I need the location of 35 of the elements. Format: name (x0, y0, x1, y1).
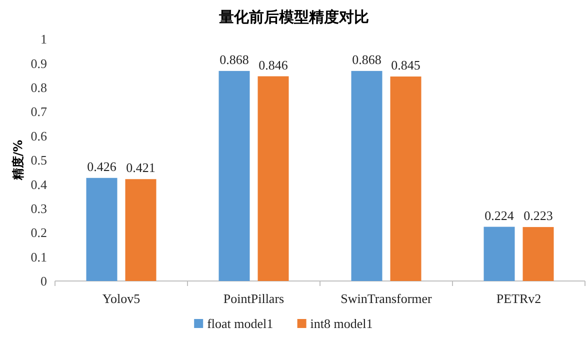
y-tick-label: 0.5 (30, 152, 47, 168)
y-tick-label: 1 (40, 32, 47, 47)
x-tick-label: PointPillars (223, 291, 284, 306)
y-axis-title: 精度/% (11, 140, 25, 182)
bar (125, 179, 156, 281)
legend-label: float model1 (207, 316, 274, 331)
data-label: 0.868 (220, 52, 249, 67)
y-tick-label: 0.1 (30, 249, 47, 264)
y-tick-label: 0.3 (30, 200, 47, 216)
y-tick-label: 0.2 (30, 225, 47, 240)
data-label: 0.868 (352, 52, 382, 67)
x-tick-label: Yolov5 (102, 291, 140, 306)
y-tick-label: 0.8 (30, 80, 47, 95)
y-tick-label: 0.9 (30, 56, 47, 71)
legend-label: int8 model1 (310, 316, 373, 331)
y-tick-label: 0.4 (30, 176, 48, 192)
x-tick-label: SwinTransformer (340, 291, 433, 306)
x-tick-label: PETRv2 (496, 291, 542, 306)
data-label: 0.846 (258, 57, 288, 72)
data-label: 0.223 (524, 208, 553, 224)
bar (258, 76, 289, 281)
bar (351, 70, 382, 281)
y-tick-label: 0.6 (30, 128, 48, 144)
y-tick-label: 0.7 (30, 104, 48, 120)
data-label: 0.845 (391, 58, 420, 73)
data-label: 0.426 (87, 158, 117, 174)
y-tick-label: 0 (40, 274, 47, 289)
chart-title: 量化前后模型精度对比 (218, 8, 369, 26)
bar (484, 226, 515, 281)
bar (522, 227, 554, 281)
bar (218, 70, 250, 281)
bar (86, 178, 118, 281)
bar (390, 76, 422, 281)
data-label: 0.224 (484, 208, 514, 223)
data-label: 0.421 (126, 160, 156, 176)
